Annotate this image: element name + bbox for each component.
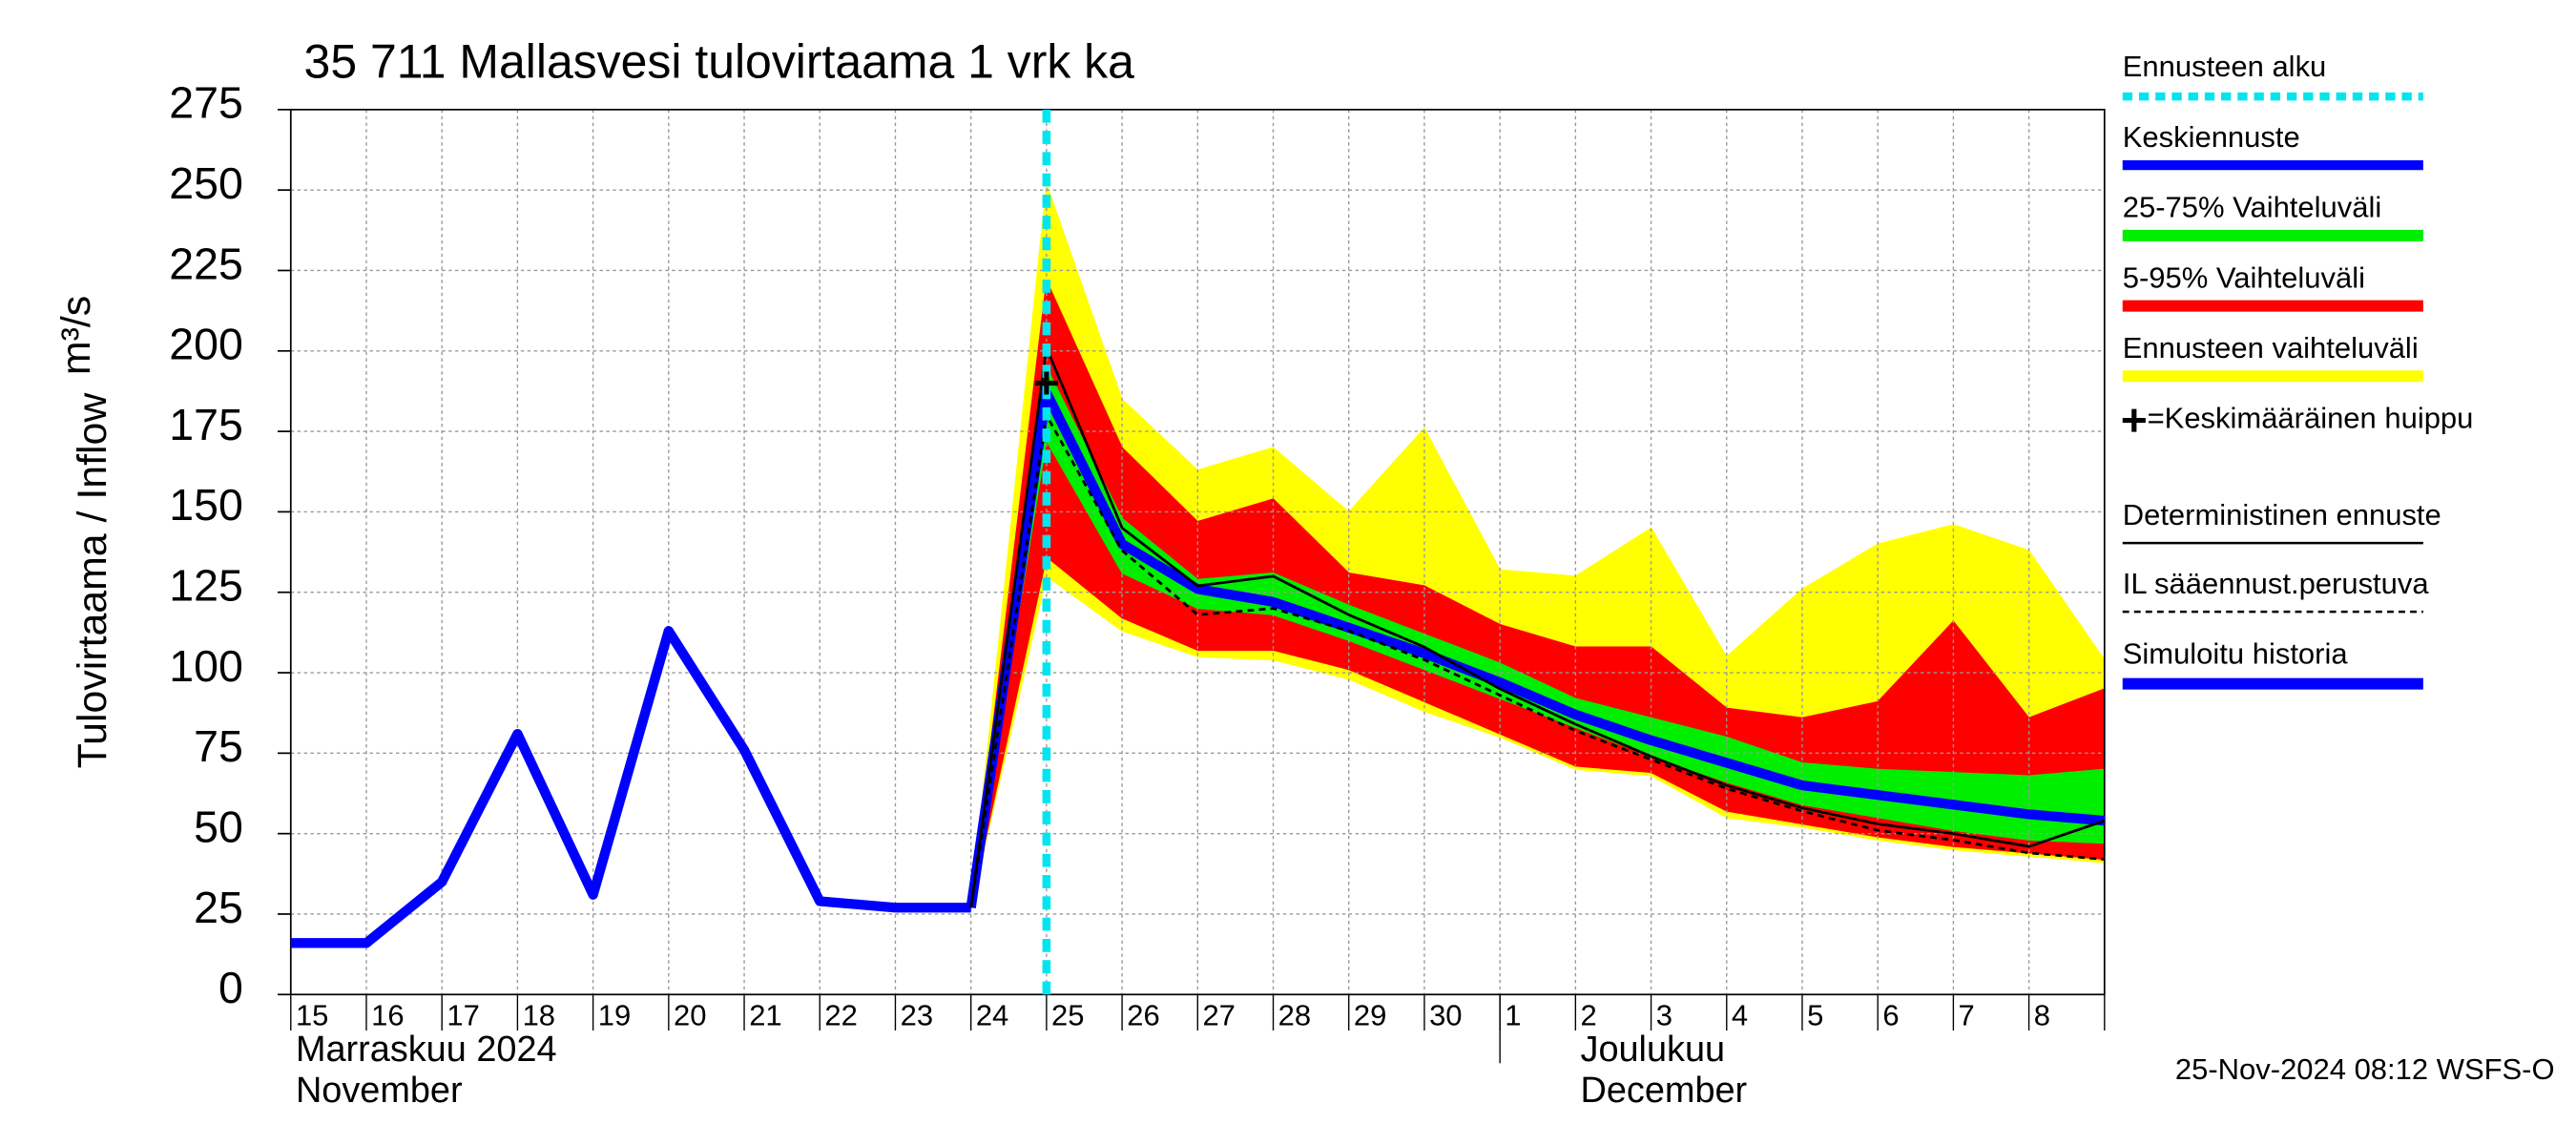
y-tick-label: 150 <box>169 480 243 530</box>
x-tick-label: 20 <box>674 999 706 1032</box>
x-tick-label: 26 <box>1127 999 1159 1032</box>
legend-band: 5-95% Vaihteluväli <box>2123 260 2365 294</box>
y-tick-label: 75 <box>194 721 243 771</box>
y-tick-label: 50 <box>194 802 243 852</box>
legend-forecast-start: Ennusteen alku <box>2123 50 2327 83</box>
legend-deterministic: Deterministinen ennuste <box>2123 498 2441 531</box>
y-tick-label: 200 <box>169 320 243 369</box>
legend-band: Ennusteen vaihteluväli <box>2123 331 2419 364</box>
x-tick-label: 1 <box>1505 999 1521 1032</box>
x-tick-label: 30 <box>1429 999 1462 1032</box>
y-tick-label: 100 <box>169 641 243 691</box>
month-label-en: November <box>296 1071 463 1111</box>
chart-title: 35 711 Mallasvesi tulovirtaama 1 vrk ka <box>304 35 1135 89</box>
x-tick-label: 25 <box>1051 999 1084 1032</box>
series-line <box>966 387 2106 908</box>
y-tick-label: 25 <box>194 883 243 932</box>
x-tick-label: 18 <box>523 999 555 1032</box>
x-tick-label: 2 <box>1581 999 1597 1032</box>
x-tick-label: 29 <box>1354 999 1386 1032</box>
legend-peak: =Keskimääräinen huippu <box>2148 402 2474 435</box>
x-tick-label: 5 <box>1807 999 1823 1032</box>
y-tick-label: 175 <box>169 400 243 449</box>
x-tick-label: 7 <box>1959 999 1975 1032</box>
x-tick-label: 21 <box>749 999 781 1032</box>
peak-marker <box>1034 371 1058 395</box>
series-line <box>969 346 2106 908</box>
y-tick-label: 225 <box>169 239 243 288</box>
x-tick-label: 15 <box>296 999 328 1032</box>
footer: 25-Nov-2024 08:12 WSFS-O <box>2175 1052 2555 1086</box>
legend-il: IL sääennust.perustuva <box>2123 567 2430 600</box>
x-tick-label: 23 <box>901 999 933 1032</box>
x-tick-label: 4 <box>1732 999 1748 1032</box>
month-label: Joulukuu <box>1581 1030 1726 1070</box>
x-tick-label: 8 <box>2034 999 2050 1032</box>
x-tick-label: 27 <box>1202 999 1235 1032</box>
y-tick-label: 0 <box>218 963 243 1012</box>
plot-frame <box>289 109 2106 996</box>
legend-mean: Keskiennuste <box>2123 120 2300 154</box>
x-tick-label: 17 <box>447 999 479 1032</box>
series-line <box>290 626 971 948</box>
x-tick-label: 16 <box>371 999 404 1032</box>
x-tick-label: 24 <box>976 999 1008 1032</box>
y-axis-unit: m³/s <box>53 296 99 375</box>
legend-band: 25-75% Vaihteluväli <box>2123 191 2381 224</box>
band-segment <box>2028 768 2106 844</box>
y-tick-label: 275 <box>169 78 243 128</box>
y-tick-label: 125 <box>169 561 243 611</box>
x-tick-label: 28 <box>1278 999 1311 1032</box>
legend-history: Simuloitu historia <box>2123 637 2349 671</box>
x-tick-label: 3 <box>1656 999 1672 1032</box>
x-tick-label: 22 <box>824 999 857 1032</box>
x-tick-label: 6 <box>1882 999 1899 1032</box>
month-label: Marraskuu 2024 <box>296 1030 557 1070</box>
y-tick-label: 250 <box>169 158 243 208</box>
series-line <box>969 413 2105 908</box>
month-label-en: December <box>1581 1071 1748 1111</box>
legend-peak-symbol <box>2122 408 2146 432</box>
x-tick-label: 19 <box>598 999 631 1032</box>
y-axis-label: Tulovirtaama / Inflow <box>70 392 115 769</box>
